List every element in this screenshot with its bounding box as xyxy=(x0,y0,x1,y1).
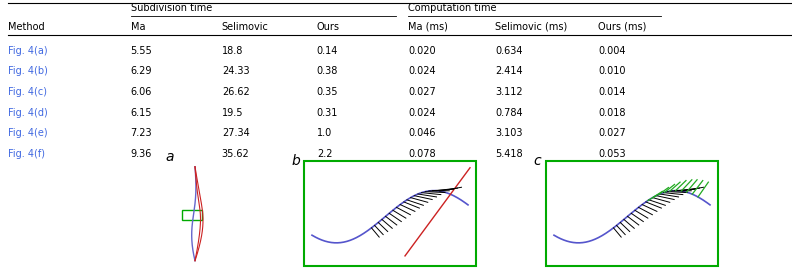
Text: 3.103: 3.103 xyxy=(495,128,523,138)
Text: 0.634: 0.634 xyxy=(495,46,523,56)
Text: a: a xyxy=(165,150,173,164)
Text: Ours: Ours xyxy=(317,22,340,32)
Text: 7.23: 7.23 xyxy=(131,128,152,138)
Text: 0.020: 0.020 xyxy=(408,46,436,56)
Text: 0.046: 0.046 xyxy=(408,128,436,138)
Text: 9.36: 9.36 xyxy=(131,149,152,159)
Text: 18.8: 18.8 xyxy=(222,46,243,56)
Text: 3.112: 3.112 xyxy=(495,87,523,97)
Text: Method: Method xyxy=(8,22,44,32)
Text: 0.078: 0.078 xyxy=(408,149,436,159)
Text: 5.55: 5.55 xyxy=(131,46,152,56)
Text: 0.027: 0.027 xyxy=(598,128,626,138)
Text: c: c xyxy=(533,155,541,169)
Bar xyxy=(182,210,202,220)
Bar xyxy=(546,161,718,266)
Text: 27.34: 27.34 xyxy=(222,128,249,138)
Text: 19.5: 19.5 xyxy=(222,108,243,118)
Text: Selimovic: Selimovic xyxy=(222,22,268,32)
Text: 35.62: 35.62 xyxy=(222,149,249,159)
Text: Fig. 4(b): Fig. 4(b) xyxy=(8,66,48,76)
Text: Ma: Ma xyxy=(131,22,145,32)
Bar xyxy=(304,161,476,266)
Text: 0.027: 0.027 xyxy=(408,87,436,97)
Text: Fig. 4(e): Fig. 4(e) xyxy=(8,128,48,138)
Text: 5.418: 5.418 xyxy=(495,149,523,159)
Text: Subdivision time: Subdivision time xyxy=(131,3,212,13)
Text: Ours (ms): Ours (ms) xyxy=(598,22,646,32)
Text: 0.35: 0.35 xyxy=(317,87,338,97)
Text: 6.06: 6.06 xyxy=(131,87,152,97)
Text: Ma (ms): Ma (ms) xyxy=(408,22,447,32)
Text: 0.31: 0.31 xyxy=(317,108,338,118)
Text: Fig. 4(c): Fig. 4(c) xyxy=(8,87,47,97)
Text: 0.004: 0.004 xyxy=(598,46,626,56)
Text: 2.414: 2.414 xyxy=(495,66,523,76)
Text: 0.14: 0.14 xyxy=(317,46,338,56)
Text: Fig. 4(f): Fig. 4(f) xyxy=(8,149,45,159)
Text: 0.024: 0.024 xyxy=(408,108,436,118)
Text: 0.784: 0.784 xyxy=(495,108,523,118)
Text: 6.15: 6.15 xyxy=(131,108,152,118)
Text: 0.024: 0.024 xyxy=(408,66,436,76)
Text: Computation time: Computation time xyxy=(408,3,497,13)
Text: Fig. 4(a): Fig. 4(a) xyxy=(8,46,48,56)
Text: b: b xyxy=(291,155,299,169)
Text: Fig. 4(d): Fig. 4(d) xyxy=(8,108,48,118)
Text: 0.010: 0.010 xyxy=(598,66,626,76)
Text: 6.29: 6.29 xyxy=(131,66,152,76)
Text: 2.2: 2.2 xyxy=(317,149,333,159)
Text: 0.018: 0.018 xyxy=(598,108,626,118)
Text: Selimovic (ms): Selimovic (ms) xyxy=(495,22,567,32)
Text: 24.33: 24.33 xyxy=(222,66,249,76)
Text: 0.053: 0.053 xyxy=(598,149,626,159)
Text: 1.0: 1.0 xyxy=(317,128,332,138)
Text: 0.38: 0.38 xyxy=(317,66,338,76)
Text: 0.014: 0.014 xyxy=(598,87,626,97)
Text: 26.62: 26.62 xyxy=(222,87,249,97)
